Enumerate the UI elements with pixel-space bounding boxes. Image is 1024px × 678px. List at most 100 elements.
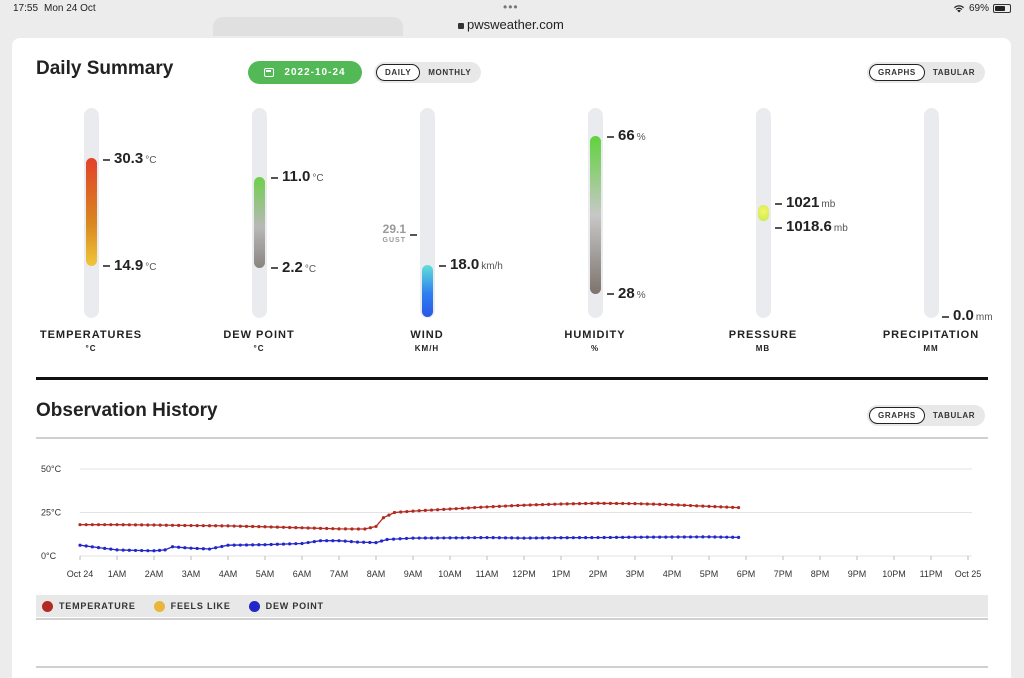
data-point xyxy=(522,503,526,507)
data-point xyxy=(263,525,267,529)
data-point xyxy=(275,525,279,529)
data-point xyxy=(528,503,532,507)
data-point xyxy=(238,543,242,547)
data-point xyxy=(719,505,723,509)
data-point xyxy=(602,501,606,505)
toggle-graphs[interactable]: GRAPHS xyxy=(869,407,925,424)
legend-feels-like[interactable]: FEELS LIKE xyxy=(153,600,231,612)
data-point xyxy=(701,535,705,539)
legend-dew-point[interactable]: DEW POINT xyxy=(248,600,324,612)
gauge-tick xyxy=(103,159,110,161)
toggle-graphs[interactable]: GRAPHS xyxy=(869,64,925,81)
data-point xyxy=(207,524,212,528)
data-point xyxy=(737,535,741,539)
toggle-daily[interactable]: DAILY xyxy=(376,64,421,81)
data-point xyxy=(269,542,273,547)
data-point xyxy=(491,505,495,509)
data-point xyxy=(417,509,421,513)
data-point xyxy=(731,535,735,539)
data-point xyxy=(163,548,167,552)
gauge-bar xyxy=(254,177,265,268)
x-tick-label: Oct 24 xyxy=(67,569,94,579)
data-point xyxy=(627,501,631,506)
x-tick-label: 7AM xyxy=(330,569,349,579)
browser-tab[interactable] xyxy=(213,17,403,36)
data-point xyxy=(133,548,138,553)
calendar-icon xyxy=(264,68,275,77)
data-point xyxy=(423,536,427,540)
date-picker-button[interactable]: 2022-10-24 xyxy=(248,61,362,84)
gauge-track xyxy=(924,108,939,318)
data-point xyxy=(318,526,323,530)
data-point xyxy=(374,541,378,545)
legend-rule xyxy=(36,618,988,620)
url-field[interactable]: pwsweather.com xyxy=(458,17,564,32)
data-point xyxy=(121,548,125,552)
data-point xyxy=(479,536,483,540)
gauge-tick xyxy=(607,293,614,295)
date-picker-label: 2022-10-24 xyxy=(284,67,346,78)
data-point xyxy=(688,535,693,539)
data-point xyxy=(719,535,723,539)
data-point xyxy=(201,524,205,528)
data-point xyxy=(707,535,711,539)
legend-dot xyxy=(42,600,53,612)
data-point xyxy=(318,539,323,543)
data-point xyxy=(645,535,649,539)
data-point xyxy=(257,525,261,529)
data-point xyxy=(405,509,409,514)
dew-point-low: 2.2 °C xyxy=(282,259,317,276)
toggle-monthly[interactable]: MONTHLY xyxy=(428,68,472,77)
wind-unit: KM/H xyxy=(414,344,440,353)
data-point xyxy=(379,539,384,543)
data-point xyxy=(479,505,483,509)
data-point xyxy=(559,502,563,506)
data-point xyxy=(608,535,612,540)
temperature-label: TEMPERATURES xyxy=(39,329,143,341)
toggle-tabular[interactable]: TABULAR xyxy=(932,68,976,77)
x-tick-label: 4PM xyxy=(663,569,682,579)
data-point xyxy=(133,523,138,527)
data-point xyxy=(391,537,396,541)
data-point xyxy=(263,543,267,547)
y-tick-label: 0°C xyxy=(41,551,57,561)
data-point xyxy=(331,539,335,543)
data-point xyxy=(300,526,304,530)
data-point xyxy=(485,535,489,540)
lock-icon xyxy=(458,22,464,29)
data-point xyxy=(614,501,619,506)
x-tick-label: 1AM xyxy=(108,569,127,579)
data-point xyxy=(731,505,735,509)
pressure-unit: MB xyxy=(755,344,771,353)
multitask-dots-icon[interactable]: ••• xyxy=(503,0,519,14)
status-bar: 17:55 Mon 24 Oct ••• 69% xyxy=(0,0,1024,17)
data-point xyxy=(214,546,218,550)
gauge-bar xyxy=(590,136,601,294)
data-point xyxy=(387,513,391,517)
data-point xyxy=(411,536,415,540)
data-point xyxy=(737,506,741,510)
x-tick-label: 2PM xyxy=(589,569,608,579)
data-point xyxy=(103,546,107,551)
data-point xyxy=(559,536,563,540)
gauge-bar xyxy=(758,205,769,221)
precipitation-label: PRECIPITATION xyxy=(882,329,980,341)
data-point xyxy=(115,523,119,527)
data-point xyxy=(417,536,421,540)
data-point xyxy=(294,542,298,546)
pressure-high: 1021 mb xyxy=(786,194,836,211)
data-point xyxy=(645,502,649,506)
x-tick-label: 6PM xyxy=(737,569,756,579)
data-point xyxy=(707,504,711,509)
data-point xyxy=(109,523,113,527)
data-point xyxy=(682,503,686,507)
data-point xyxy=(399,510,403,514)
wifi-icon xyxy=(953,5,964,13)
data-point xyxy=(78,523,82,527)
legend-temperature[interactable]: TEMPERATURE xyxy=(42,600,136,612)
data-point xyxy=(608,501,612,505)
data-point xyxy=(363,527,367,531)
toggle-tabular[interactable]: TABULAR xyxy=(932,411,976,420)
data-point xyxy=(220,524,224,528)
x-tick-label: 5PM xyxy=(700,569,719,579)
